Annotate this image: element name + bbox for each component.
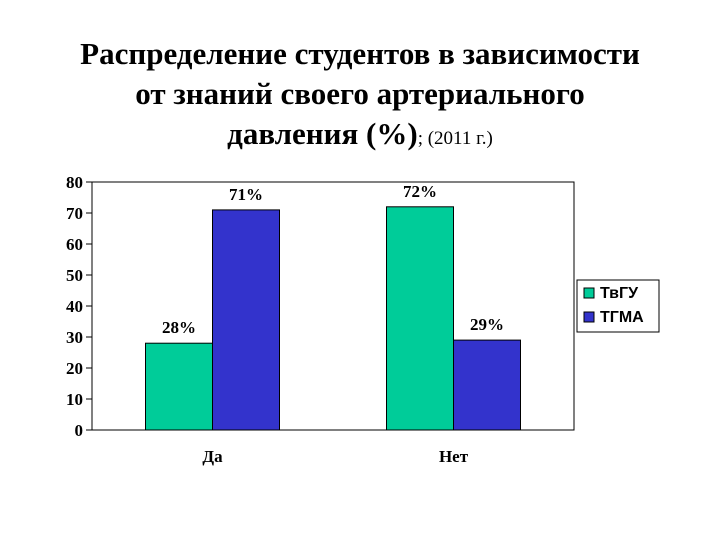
bars: 28% 71% 72% 29% [145, 182, 521, 431]
title-line-1: Распределение студентов в зависимости [80, 36, 640, 71]
y-axis: 0 10 20 30 40 50 60 70 80 [66, 173, 92, 440]
title-line-2: от знаний своего артериального [135, 76, 585, 111]
legend-swatch [583, 287, 595, 299]
y-tick-label: 60 [66, 235, 83, 254]
y-tick-label: 40 [66, 297, 83, 316]
data-label: 29% [470, 315, 504, 334]
chart-title: Распределение студентов в зависимости от… [0, 34, 720, 159]
bar [145, 342, 213, 431]
y-tick-label: 50 [66, 266, 83, 285]
bar [386, 206, 454, 431]
y-tick-label: 10 [66, 390, 83, 409]
data-label: 28% [162, 318, 196, 337]
legend: ТвГУ ТГМА [576, 279, 660, 333]
title-line-3-text: давления (%) [227, 116, 418, 151]
y-tick-label: 70 [66, 204, 83, 223]
data-label: 71% [229, 185, 263, 204]
y-tick-label: 0 [75, 421, 84, 440]
y-tick-label: 30 [66, 328, 83, 347]
x-tick-label: Нет [439, 447, 469, 466]
x-tick-label: Да [202, 447, 223, 466]
legend-swatch [583, 311, 595, 323]
chart-subtitle: ; (2011 г.) [417, 128, 493, 149]
y-tick-label: 20 [66, 359, 83, 378]
data-label: 72% [403, 182, 437, 201]
title-line-3: давления (%); (2011 г.) [0, 114, 720, 159]
legend-label: ТГМА [600, 309, 644, 326]
y-tick-label: 80 [66, 173, 83, 192]
legend-label: ТвГУ [600, 285, 639, 302]
bar [453, 339, 521, 431]
x-axis: Да Нет [202, 447, 468, 466]
bar [212, 209, 280, 431]
